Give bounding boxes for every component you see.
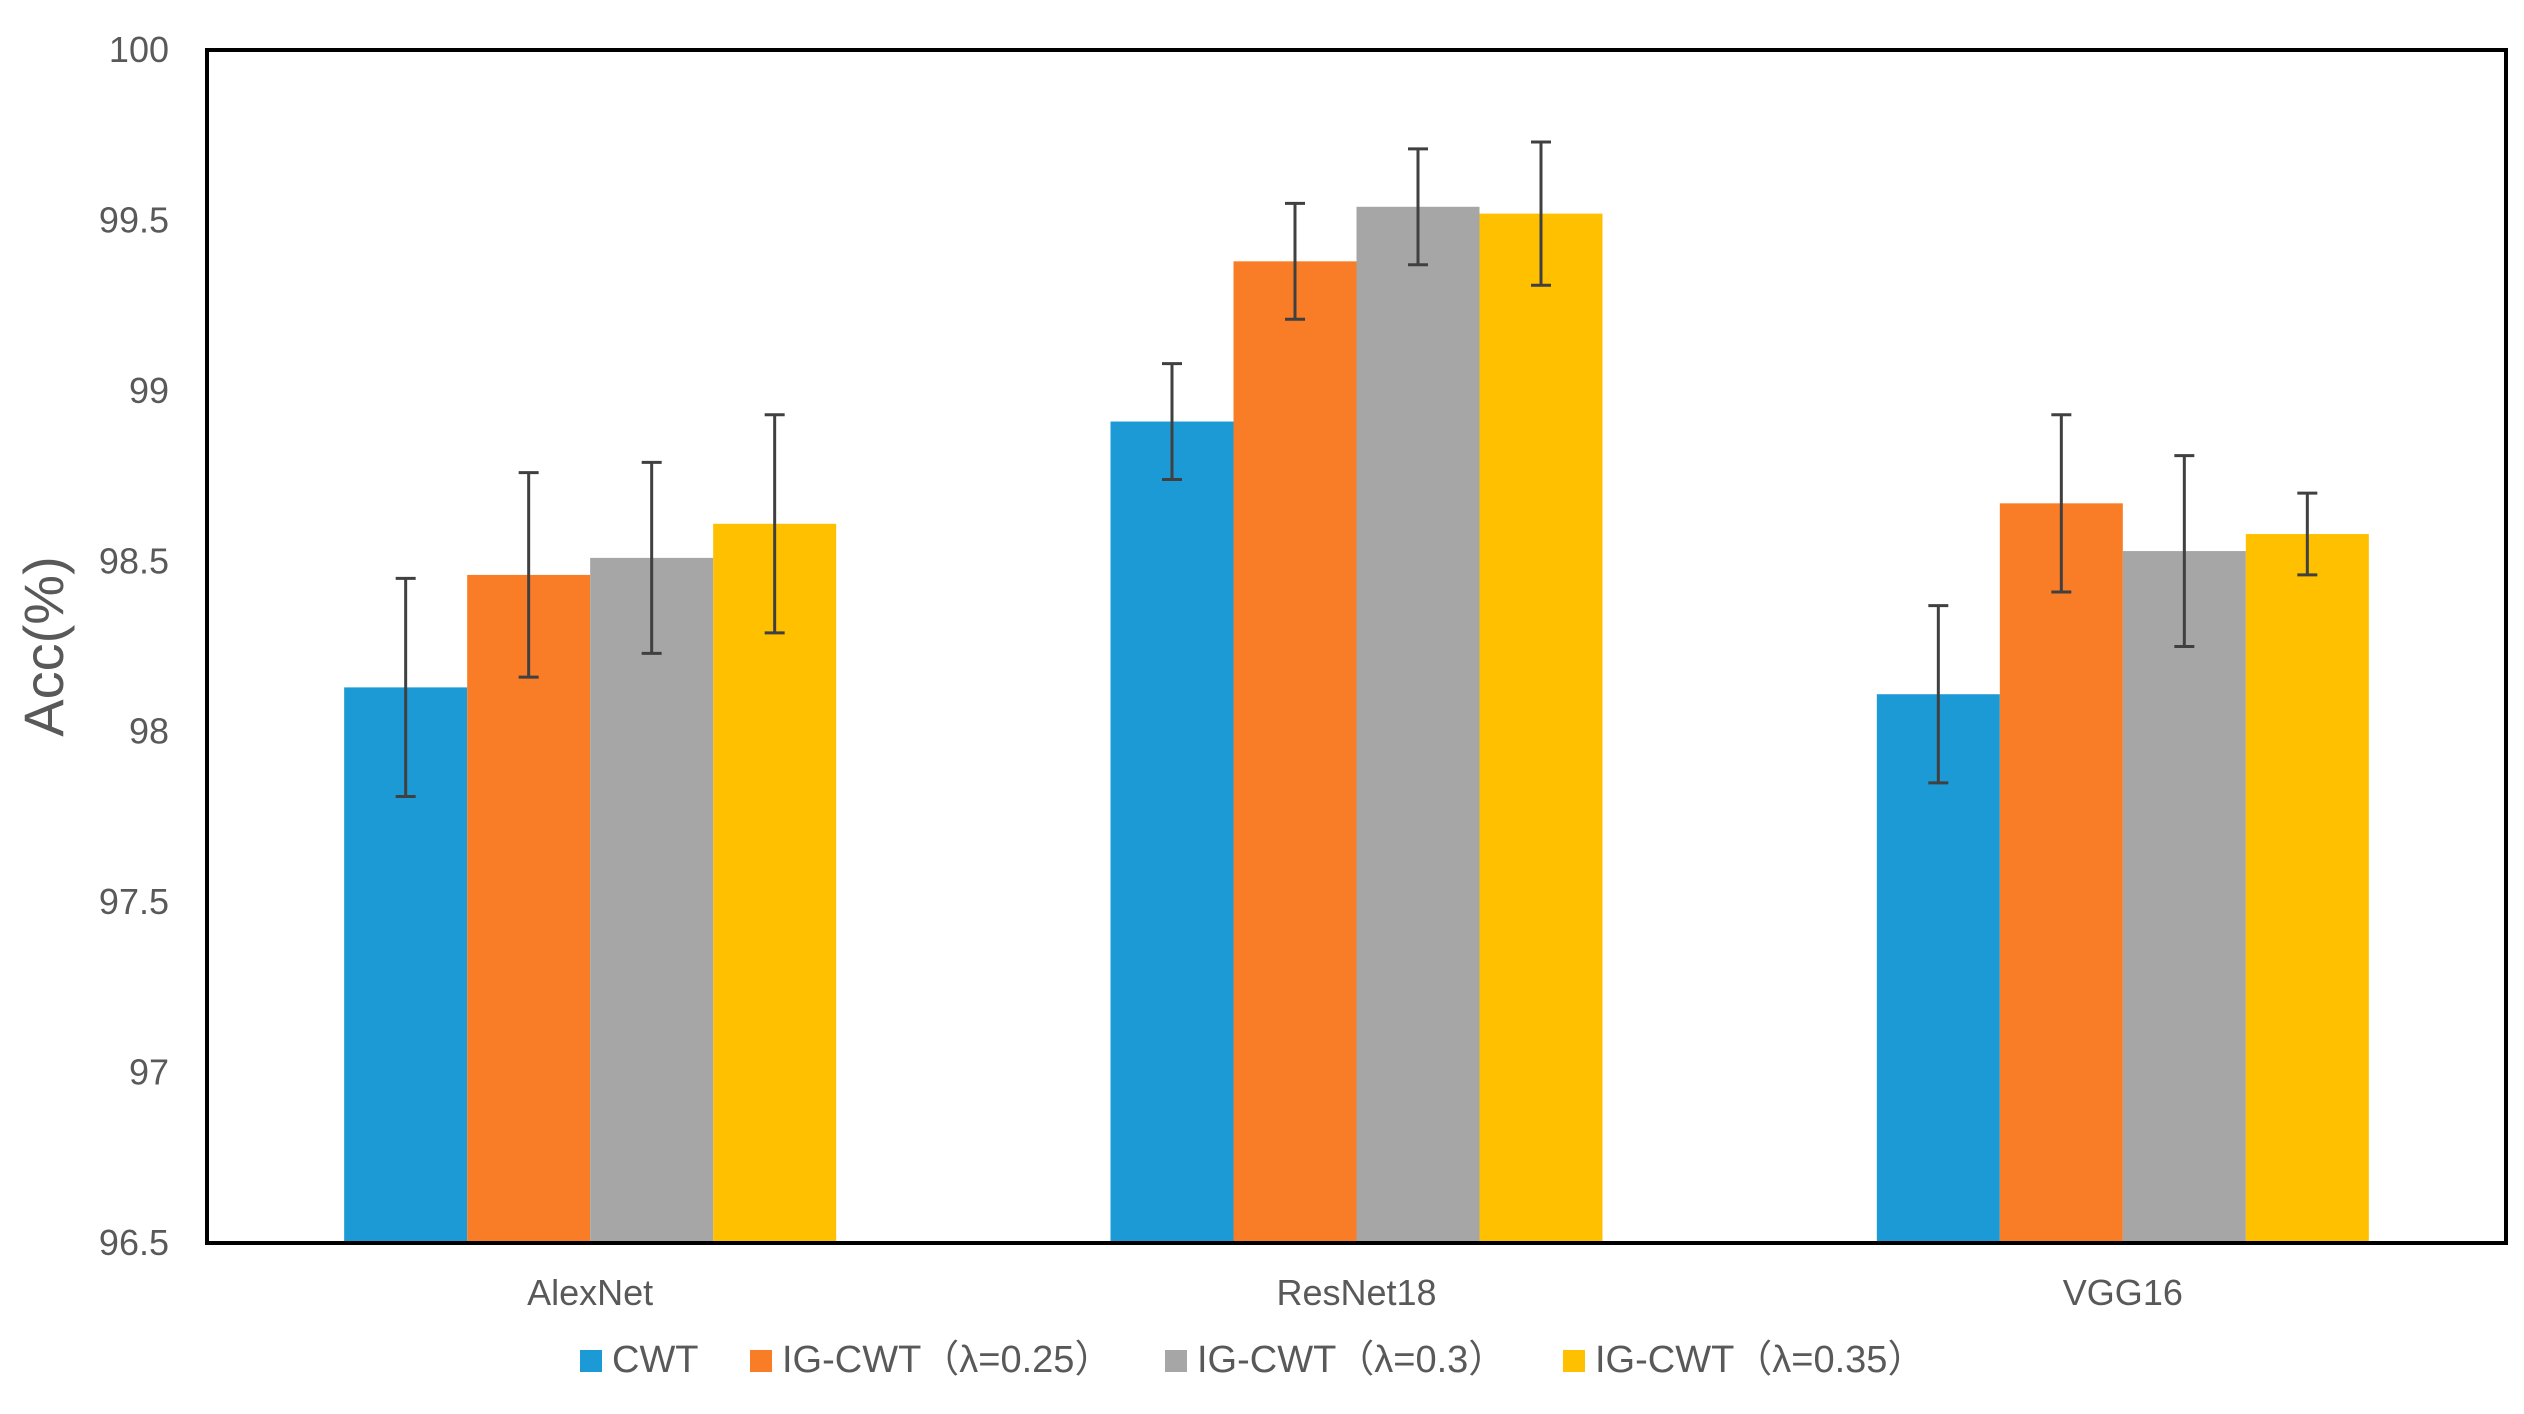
bar-vgg16-series-4 <box>2245 534 2369 1243</box>
y-tick-label: 97 <box>129 1052 169 1093</box>
y-axis-ticks: 96.5 97 97.5 98 98.5 99 99.5 100 <box>99 29 169 1263</box>
legend-label: CWT <box>612 1339 699 1381</box>
x-category-label: ResNet18 <box>1276 1272 1436 1313</box>
bar-alexnet-series-4 <box>713 523 837 1243</box>
y-tick-label: 98 <box>129 711 169 752</box>
y-tick-label: 97.5 <box>99 881 169 922</box>
legend-swatch <box>580 1350 602 1372</box>
y-tick-label: 100 <box>109 29 169 70</box>
bar-vgg16-series-2 <box>1999 503 2123 1244</box>
bar-resnet18-series-3 <box>1356 206 1480 1243</box>
x-category-label: VGG16 <box>2063 1272 2183 1313</box>
legend: CWT IG-CWT（λ=0.25） IG-CWT（λ=0.3） IG-CWT（λ=0… <box>580 1339 1925 1381</box>
bar-resnet18-series-2 <box>1233 261 1357 1243</box>
bar-resnet18-series-1 <box>1110 421 1234 1243</box>
plot-area-frame <box>205 48 2508 1245</box>
legend-swatch <box>750 1350 772 1372</box>
y-tick-label: 99.5 <box>99 199 169 240</box>
bars-layer <box>344 206 2369 1244</box>
legend-swatch <box>1563 1350 1585 1372</box>
legend-swatch <box>1165 1350 1187 1372</box>
bar-resnet18-series-4 <box>1479 213 1603 1243</box>
legend-label: IG-CWT（λ=0.35） <box>1595 1339 1925 1381</box>
error-bars-layer <box>395 140 2318 798</box>
bar-vgg16-series-3 <box>2122 551 2246 1243</box>
y-tick-label: 96.5 <box>99 1222 169 1263</box>
y-axis-label: Acc(%) <box>12 556 75 736</box>
legend-label: IG-CWT（λ=0.25） <box>782 1339 1112 1381</box>
x-category-label: AlexNet <box>527 1272 653 1313</box>
bar-alexnet-series-2 <box>467 574 591 1243</box>
legend-label: IG-CWT（λ=0.3） <box>1197 1339 1506 1381</box>
y-tick-label: 99 <box>129 370 169 411</box>
x-axis-categories: AlexNet ResNet18 VGG16 <box>527 1272 2183 1313</box>
bar-vgg16-series-1 <box>1876 694 2000 1243</box>
bar-alexnet-series-3 <box>590 557 714 1243</box>
y-tick-label: 98.5 <box>99 540 169 581</box>
